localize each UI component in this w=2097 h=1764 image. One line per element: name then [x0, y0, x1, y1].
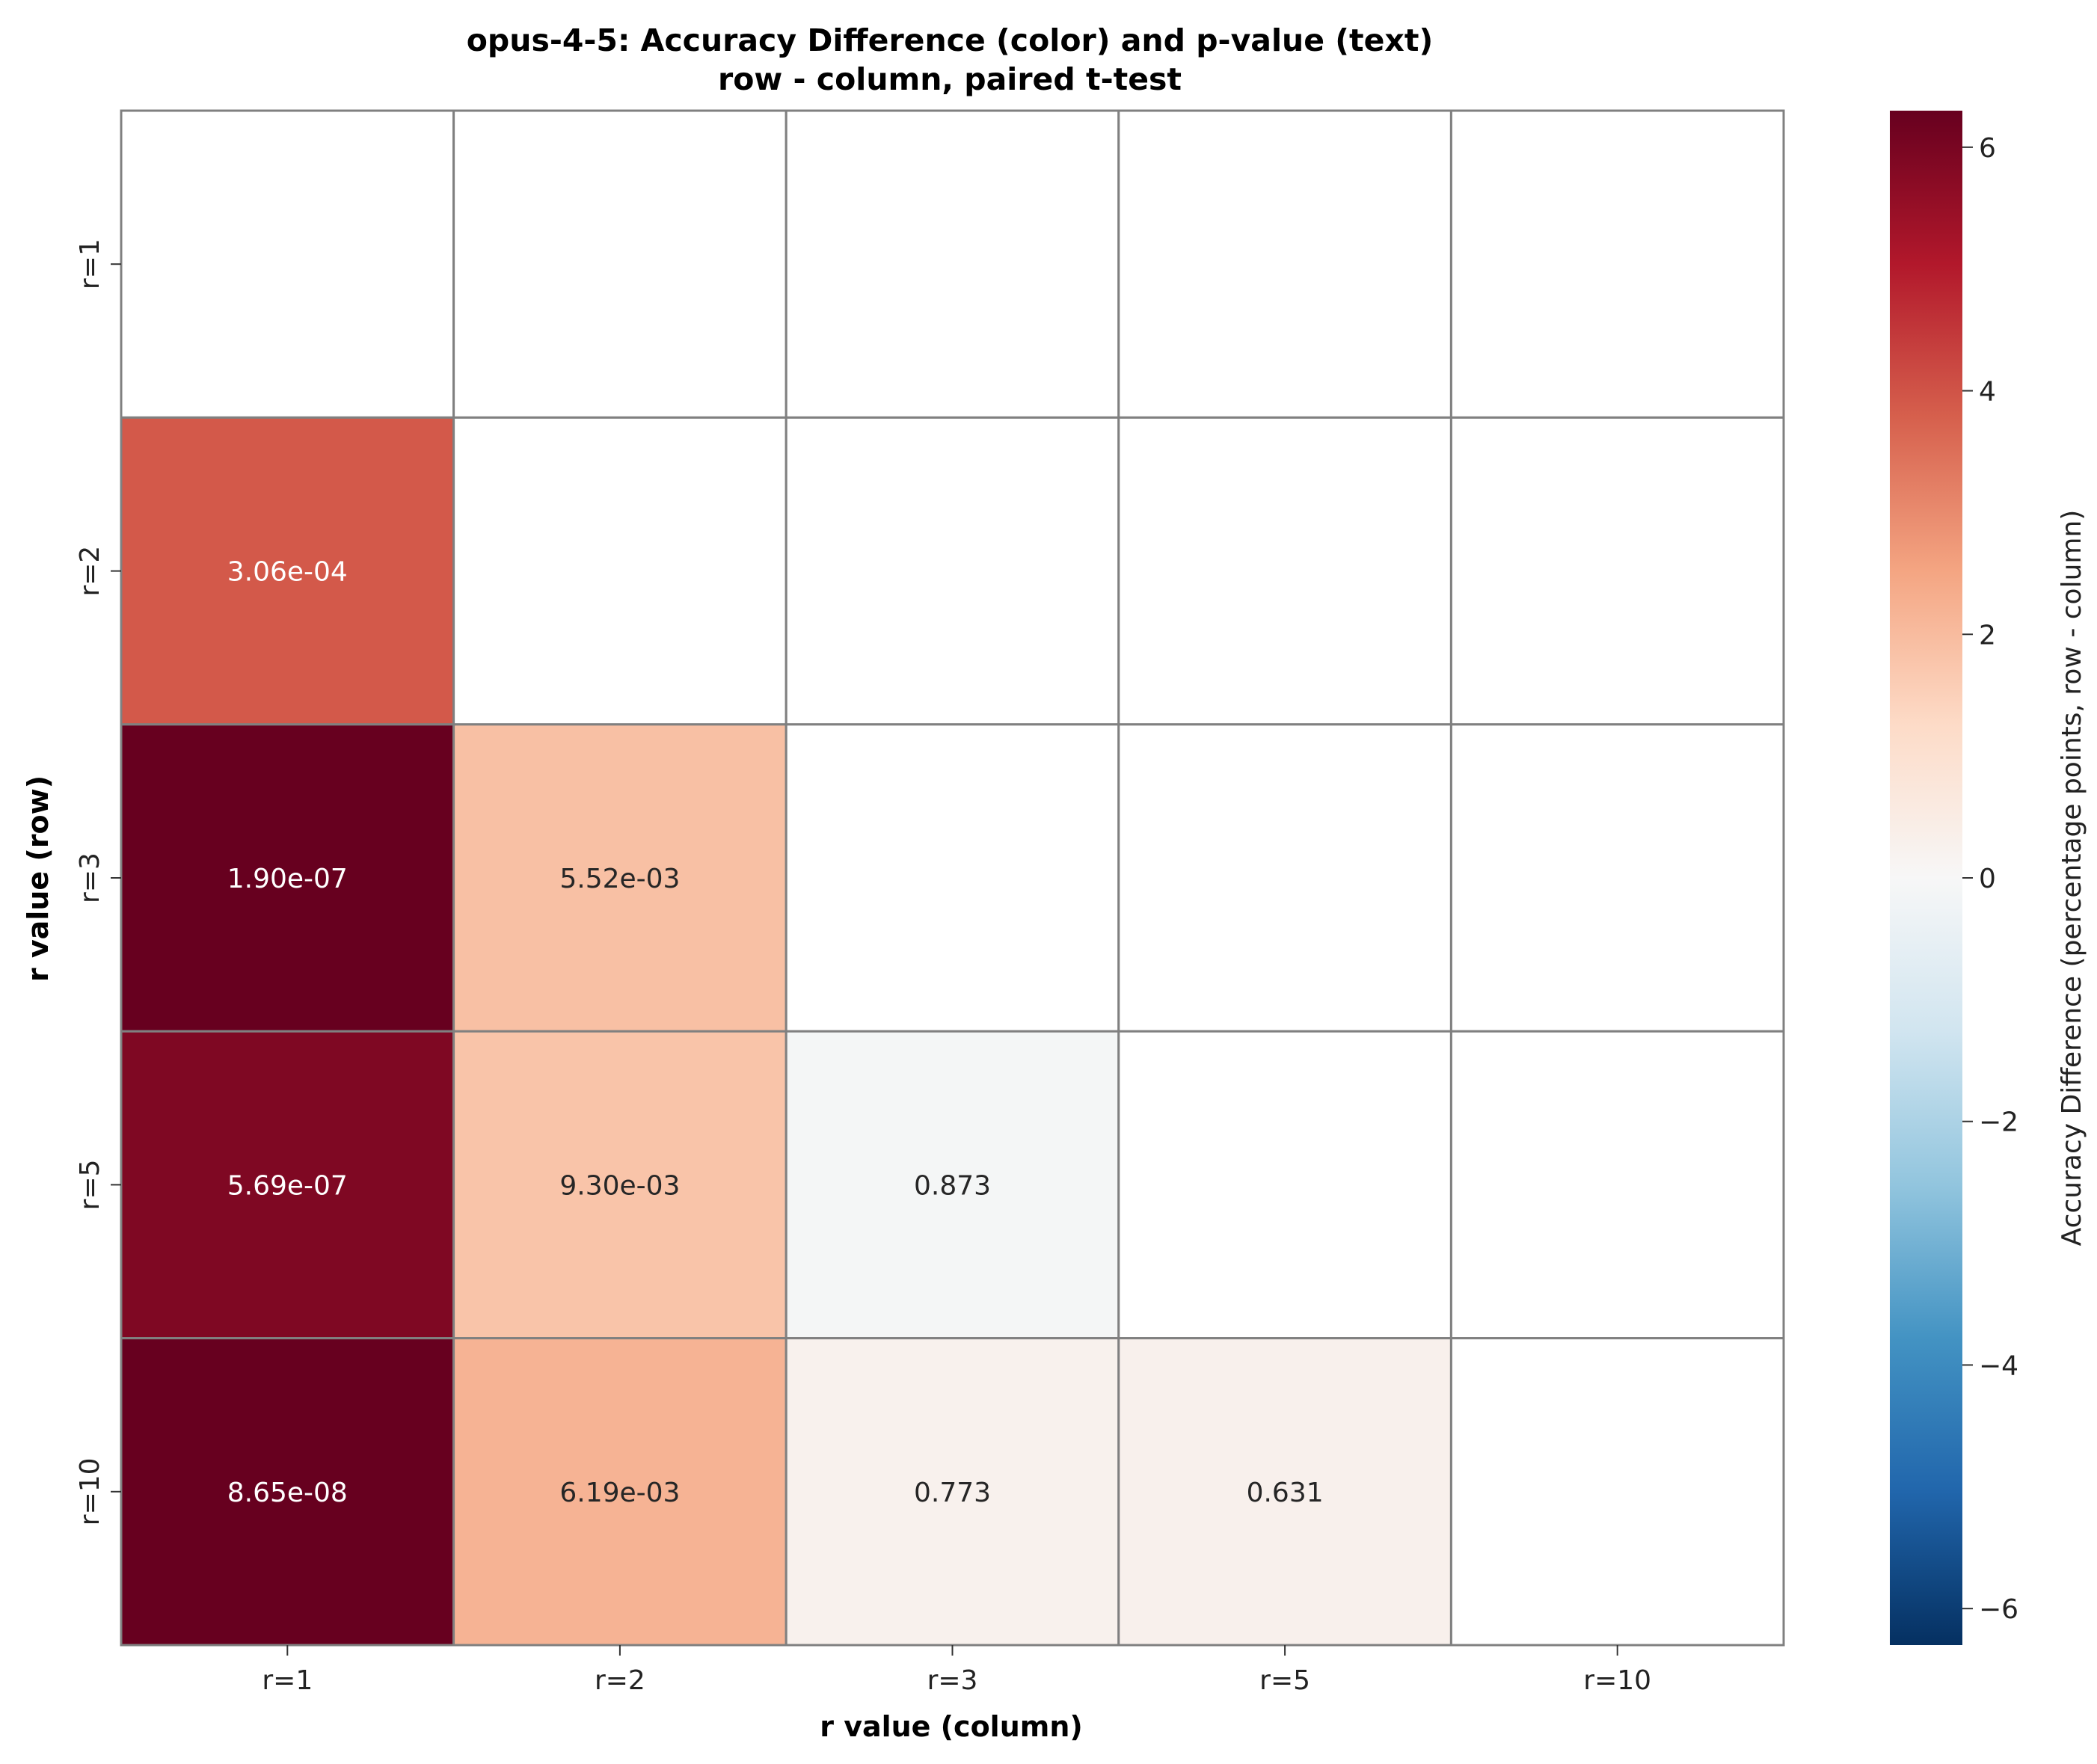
heatmap-cell [1449, 1337, 1785, 1647]
heatmap-cell [785, 109, 1120, 419]
heatmap-cell [1449, 416, 1785, 726]
chart-title: opus-4-5: Accuracy Difference (color) an… [467, 22, 1433, 58]
heatmap-cell [120, 723, 455, 1033]
colorbar-tick-label: 2 [1979, 620, 1996, 651]
x-axis-ticks: r=1 r=2 r=3 r=5 r=10 [262, 1645, 1651, 1696]
y-tick-label: r=5 [75, 1159, 105, 1210]
heatmap-cell [785, 1030, 1120, 1340]
heatmap-cell [1449, 723, 1785, 1033]
heatmap-cell [120, 416, 455, 726]
heatmap-cell [785, 723, 1120, 1033]
heatmap-cell [1117, 109, 1452, 419]
x-tick-label: r=5 [1259, 1665, 1310, 1696]
colorbar-ticks: 6 4 2 0 −2 −4 −6 [1962, 133, 2018, 1625]
y-axis-label: r value (row) [22, 775, 55, 982]
y-tick-label: r=10 [75, 1457, 105, 1525]
y-tick-label: r=3 [75, 852, 105, 903]
cell-p-value: 9.30e-03 [559, 1170, 680, 1201]
cell-p-value: 5.52e-03 [559, 864, 680, 894]
cell-p-value: 8.65e-08 [227, 1478, 348, 1508]
heatmap-cell [1449, 109, 1785, 419]
heatmap-cell [452, 723, 787, 1033]
heatmap-cell [452, 1337, 787, 1647]
colorbar-tick-label: 6 [1979, 133, 1996, 164]
cell-p-value: 6.19e-03 [559, 1478, 680, 1508]
heatmap-cell [452, 416, 787, 726]
colorbar [1890, 111, 1962, 1645]
cell-p-value: 3.06e-04 [227, 557, 348, 588]
heatmap-cell [452, 109, 787, 419]
x-tick-label: r=2 [595, 1665, 645, 1696]
colorbar-label: Accuracy Difference (percentage points, … [2057, 510, 2087, 1247]
x-tick-label: r=3 [927, 1665, 978, 1696]
cell-p-value: 0.631 [1247, 1478, 1324, 1508]
heatmap-cells: 3.06e-04 1.90e-07 5.52e-03 5.69e-07 9.30e-03… [120, 109, 1785, 1647]
y-tick-label: r=1 [75, 239, 105, 289]
heatmap-cell [120, 1030, 455, 1340]
heatmap-cell [120, 109, 455, 419]
x-tick-label: r=10 [1583, 1665, 1651, 1696]
heatmap-cell [1117, 723, 1452, 1033]
y-axis-ticks: r=1 r=2 r=3 r=5 r=10 [75, 239, 121, 1525]
colorbar-tick-label: −2 [1979, 1107, 2018, 1138]
y-tick-label: r=2 [75, 546, 105, 597]
heatmap-cell [785, 416, 1120, 726]
heatmap-cell [1449, 1030, 1785, 1340]
chart-subtitle: row - column, paired t-test [718, 61, 1182, 97]
x-axis-label: r value (column) [820, 1710, 1083, 1743]
cell-p-value: 1.90e-07 [227, 864, 348, 894]
cell-p-value: 0.773 [914, 1478, 991, 1508]
colorbar-tick-label: −4 [1979, 1350, 2018, 1381]
x-tick-label: r=1 [262, 1665, 313, 1696]
colorbar-tick-label: 0 [1979, 864, 1996, 894]
heatmap-cell [452, 1030, 787, 1340]
colorbar-tick-label: −6 [1979, 1594, 2018, 1625]
heatmap-cell [1117, 1030, 1452, 1340]
colorbar-tick-label: 4 [1979, 377, 1996, 408]
heatmap-cell [1117, 416, 1452, 726]
heatmap-cell [1117, 1337, 1452, 1647]
cell-p-value: 0.873 [914, 1170, 991, 1201]
cell-p-value: 5.69e-07 [227, 1170, 348, 1201]
